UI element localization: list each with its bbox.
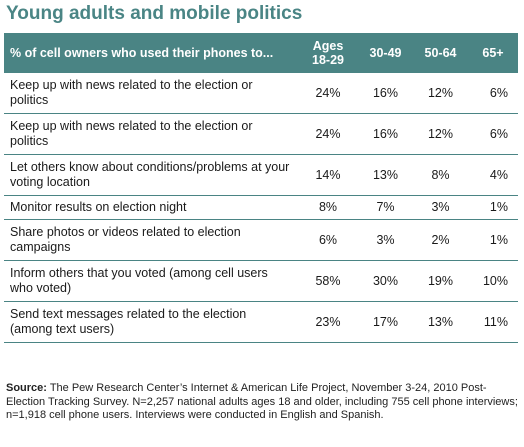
row-label: Monitor results on election night <box>4 195 298 220</box>
cell-value: 23% <box>298 301 358 343</box>
column-header-30-49: 30-49 <box>358 33 413 73</box>
cell-value: 16% <box>358 113 413 155</box>
cell-value: 24% <box>298 73 358 114</box>
cell-value: 11% <box>468 301 518 343</box>
cell-value: 14% <box>298 154 358 196</box>
cell-value: 6% <box>468 113 518 155</box>
row-header: % of cell owners who used their phones t… <box>4 33 298 73</box>
cell-value: 6% <box>468 73 518 114</box>
cell-value: 19% <box>413 260 468 302</box>
column-header-50-64: 50-64 <box>413 33 468 73</box>
row-label: Share photos or videos related to electi… <box>4 219 298 261</box>
cell-value: 8% <box>298 195 358 220</box>
cell-value: 13% <box>358 154 413 196</box>
table-row: Send text messages related to the electi… <box>4 301 518 343</box>
table-row: Let others know about conditions/problem… <box>4 154 518 196</box>
cell-value: 10% <box>468 260 518 302</box>
table-row: Inform others that you voted (among cell… <box>4 260 518 302</box>
cell-value: 8% <box>413 154 468 196</box>
cell-value: 17% <box>358 301 413 343</box>
row-label: Keep up with news related to the electio… <box>4 73 298 114</box>
cell-value: 16% <box>358 73 413 114</box>
cell-value: 7% <box>358 195 413 220</box>
source-text: The Pew Research Center’s Internet & Ame… <box>6 382 518 421</box>
column-header-18-29: Ages 18-29 <box>298 33 358 73</box>
cell-value: 13% <box>413 301 468 343</box>
source-note: Source: The Pew Research Center’s Intern… <box>6 382 518 423</box>
row-label: Inform others that you voted (among cell… <box>4 260 298 302</box>
row-label: Send text messages related to the electi… <box>4 301 298 343</box>
cell-value: 12% <box>413 73 468 114</box>
cell-value: 2% <box>413 219 468 261</box>
table-row: Keep up with news related to the electio… <box>4 113 518 155</box>
row-label: Let others know about conditions/problem… <box>4 154 298 196</box>
cell-value: 6% <box>298 219 358 261</box>
table-row: Share photos or videos related to electi… <box>4 219 518 261</box>
column-header-65-plus: 65+ <box>468 33 518 73</box>
chart-title: Young adults and mobile politics <box>6 3 303 24</box>
cell-value: 1% <box>468 219 518 261</box>
cell-value: 12% <box>413 113 468 155</box>
cell-value: 30% <box>358 260 413 302</box>
cell-value: 24% <box>298 113 358 155</box>
header-row: % of cell owners who used their phones t… <box>4 33 518 73</box>
data-table: % of cell owners who used their phones t… <box>4 33 518 343</box>
source-label: Source: <box>6 382 47 394</box>
cell-value: 58% <box>298 260 358 302</box>
cell-value: 3% <box>413 195 468 220</box>
table-row: Monitor results on election night 8% 7% … <box>4 195 518 220</box>
table-row: Keep up with news related to the electio… <box>4 73 518 114</box>
row-label: Keep up with news related to the electio… <box>4 113 298 155</box>
cell-value: 4% <box>468 154 518 196</box>
cell-value: 3% <box>358 219 413 261</box>
cell-value: 1% <box>468 195 518 220</box>
